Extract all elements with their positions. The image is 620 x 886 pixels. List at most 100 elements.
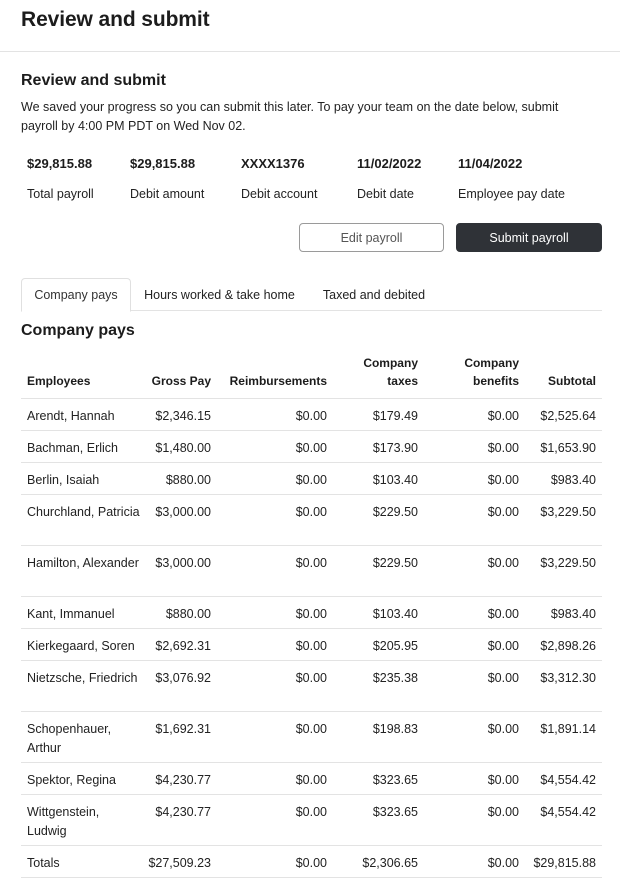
company-taxes-cell: $179.49 — [372, 409, 418, 423]
subtotal-cell: $1,891.14 — [540, 722, 596, 736]
gross-pay-cell: $4,230.77 — [155, 805, 211, 819]
company-taxes-cell: $173.90 — [372, 441, 418, 455]
employee-name-cell: Bachman, Erlich — [27, 441, 119, 455]
subtotal-cell: $4,554.42 — [540, 773, 596, 787]
gross-pay-cell: $880.00 — [165, 473, 211, 487]
employee-name-cell: Totals — [27, 856, 60, 870]
employee-name-cell: Spektor, Regina — [27, 773, 116, 787]
company-benefits-cell: $0.00 — [487, 556, 519, 570]
company-benefits-cell: $0.00 — [487, 805, 519, 819]
table-row: Bachman, Erlich $1,480.00 $0.00 $173.90 $0.0… — [21, 431, 602, 463]
summary-label: Total payroll — [27, 187, 94, 201]
subtotal-cell: $983.40 — [550, 473, 596, 487]
table-body: Arendt, Hannah $2,346.15 $0.00 $179.49 $0.00… — [21, 399, 602, 878]
summary-debit-account: XXXX1376 Debit account — [241, 155, 317, 201]
summary-label: Debit amount — [130, 187, 205, 201]
summary-value: $29,815.88 — [130, 156, 196, 171]
table-row: Kierkegaard, Soren $2,692.31 $0.00 $205.95 $… — [21, 629, 602, 661]
table-row: Kant, Immanuel $880.00 $0.00 $103.40 $0.00 $9… — [21, 597, 602, 629]
review-heading: Review and submit — [21, 72, 166, 89]
reimbursements-cell: $0.00 — [295, 441, 327, 455]
reimbursements-cell: $0.00 — [295, 409, 327, 423]
company-taxes-cell: $205.95 — [372, 639, 418, 653]
subtotal-cell: $3,312.30 — [540, 671, 596, 685]
col-subtotal: Subtotal — [548, 374, 596, 388]
tab-taxed-and-debited[interactable]: Taxed and debited — [322, 287, 426, 302]
col-company-taxes: Company taxes — [363, 356, 418, 388]
company-taxes-cell: $323.65 — [372, 805, 418, 819]
employee-name-cell: Berlin, Isaiah — [27, 473, 100, 487]
submit-payroll-button[interactable]: Submit payroll — [456, 223, 602, 252]
reimbursements-cell: $0.00 — [295, 607, 327, 621]
table-row: Hamilton, Alexander $3,000.00 $0.00 $229.50… — [21, 546, 602, 597]
reimbursements-cell: $0.00 — [295, 805, 327, 819]
company-benefits-cell: $0.00 — [487, 607, 519, 621]
summary-value: $29,815.88 — [27, 156, 93, 171]
page-title: Review and submit — [21, 8, 210, 31]
gross-pay-cell: $3,000.00 — [155, 556, 211, 570]
gross-pay-cell: $1,480.00 — [155, 441, 211, 455]
employee-name-cell: Kant, Immanuel — [27, 607, 115, 621]
col-gross-pay: Gross Pay — [151, 374, 211, 388]
summary-employee-pay-date: 11/04/2022 Employee pay date — [458, 155, 565, 201]
gross-pay-cell: $4,230.77 — [155, 773, 211, 787]
subtotal-cell: $1,653.90 — [540, 441, 596, 455]
company-taxes-cell: $229.50 — [372, 505, 418, 519]
reimbursements-cell: $0.00 — [295, 856, 327, 870]
employee-name-cell: Schopenhauer, Arthur — [27, 722, 112, 755]
company-benefits-cell: $0.00 — [487, 473, 519, 487]
subtotal-cell: $3,229.50 — [540, 505, 596, 519]
totals-row: Totals $27,509.23 $0.00 $2,306.65 $0.00 $29,8… — [21, 846, 602, 878]
table-row: Nietzsche, Friedrich $3,076.92 $0.00 $235.3… — [21, 661, 602, 712]
summary-value: 11/02/2022 — [357, 156, 422, 171]
table-row: Wittgenstein, Ludwig $4,230.77 $0.00 $323.6… — [21, 795, 602, 846]
reimbursements-cell: $0.00 — [295, 556, 327, 570]
gross-pay-cell: $3,076.92 — [155, 671, 211, 685]
subtotal-cell: $3,229.50 — [540, 556, 596, 570]
summary-debit-amount: $29,815.88 Debit amount — [130, 155, 204, 201]
company-taxes-cell: $198.83 — [372, 722, 418, 736]
employee-name-cell: Hamilton, Alexander — [27, 556, 139, 570]
subtotal-cell: $2,525.64 — [540, 409, 596, 423]
table-title: Company pays — [21, 322, 135, 339]
summary-label: Employee pay date — [458, 187, 566, 201]
subtotal-cell: $4,554.42 — [540, 805, 596, 819]
table-row: Schopenhauer, Arthur $1,692.31 $0.00 $198.8… — [21, 712, 602, 763]
company-taxes-cell: $323.65 — [372, 773, 418, 787]
company-taxes-cell: $2,306.65 — [362, 856, 418, 870]
summary-label: Debit account — [241, 187, 318, 201]
company-benefits-cell: $0.00 — [487, 773, 519, 787]
gross-pay-cell: $3,000.00 — [155, 505, 211, 519]
summary-debit-date: 11/02/2022 Debit date — [357, 155, 422, 201]
tab-hours-worked-take-home[interactable]: Hours worked & take home — [144, 287, 295, 302]
summary-value: XXXX1376 — [241, 156, 305, 171]
company-benefits-cell: $0.00 — [487, 856, 519, 870]
employee-name-cell: Arendt, Hannah — [27, 409, 115, 423]
company-benefits-cell: $0.00 — [487, 441, 519, 455]
tab-company-pays[interactable]: Company pays — [21, 278, 131, 312]
edit-payroll-button[interactable]: Edit payroll — [299, 223, 444, 252]
table-row: Arendt, Hannah $2,346.15 $0.00 $179.49 $0.00… — [21, 399, 602, 431]
reimbursements-cell: $0.00 — [295, 505, 327, 519]
employee-name-cell: Churchland, Patricia — [27, 505, 140, 519]
table-header: Employees Gross Pay Reimbursements Compa… — [21, 352, 602, 399]
report-tabs: Company pays Hours worked & take home Ta… — [21, 278, 602, 312]
table-row: Berlin, Isaiah $880.00 $0.00 $103.40 $0.00 $9… — [21, 463, 602, 495]
review-intro-text: We saved your progress so you can submit… — [21, 100, 559, 133]
reimbursements-cell: $0.00 — [295, 773, 327, 787]
col-employees: Employees — [27, 374, 91, 388]
gross-pay-cell: $2,346.15 — [155, 409, 211, 423]
gross-pay-cell: $2,692.31 — [155, 639, 211, 653]
subtotal-cell: $29,815.88 — [533, 856, 596, 870]
employee-name-cell: Kierkegaard, Soren — [27, 639, 135, 653]
company-taxes-cell: $103.40 — [372, 607, 418, 621]
company-benefits-cell: $0.00 — [487, 505, 519, 519]
company-taxes-cell: $103.40 — [372, 473, 418, 487]
employee-name-cell: Nietzsche, Friedrich — [27, 671, 138, 685]
company-benefits-cell: $0.00 — [487, 722, 519, 736]
summary-label: Debit date — [357, 187, 414, 201]
reimbursements-cell: $0.00 — [295, 671, 327, 685]
employee-name-cell: Wittgenstein, Ludwig — [27, 805, 100, 838]
gross-pay-cell: $1,692.31 — [155, 722, 211, 736]
company-pays-table: Employees Gross Pay Reimbursements Compa… — [21, 352, 602, 878]
